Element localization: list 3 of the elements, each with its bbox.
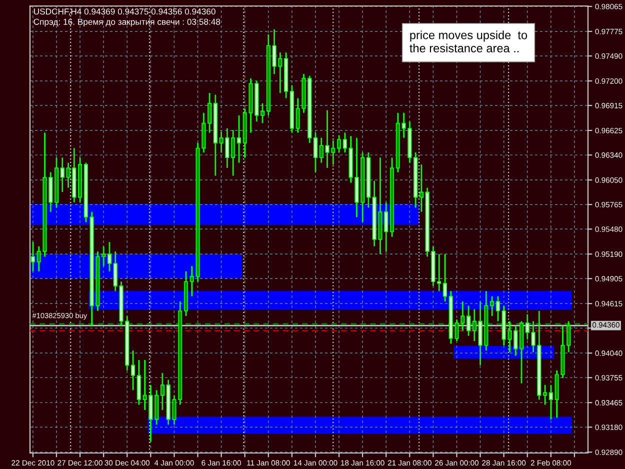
annotation: price moves upside to the resistance area .. — [410, 30, 528, 52]
chart-title: USDCHF,H4 0.94369 0.94375 0.94356 0.94360 — [34, 8, 216, 16]
text: Спрэд: 16. Время до закрытия свечи : 03:58:48 — [34, 18, 220, 27]
